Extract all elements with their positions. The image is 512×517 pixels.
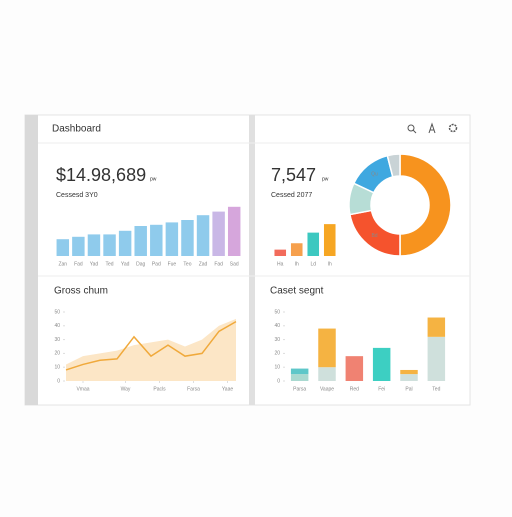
bar-segment (318, 367, 336, 381)
x-tick-label: Yad (121, 261, 130, 267)
y-tick-label: 20 (274, 351, 280, 357)
bar (150, 224, 163, 256)
bar-segment (372, 347, 391, 381)
bar (118, 230, 132, 256)
slice-label: Bd (371, 233, 377, 239)
y-tick-label: 10 (274, 365, 280, 371)
x-tick-label: Zan (58, 261, 67, 267)
x-tick-label: Yaae (222, 386, 234, 392)
bar-segment (290, 374, 309, 381)
bar (290, 243, 303, 256)
growth-title: Gross chum (54, 286, 108, 297)
x-tick-label: Sad (230, 261, 239, 267)
bar-segment (290, 368, 309, 375)
y-tick-label: 10 (54, 365, 60, 371)
y-tick-label: 30 (54, 337, 60, 343)
bar (212, 211, 225, 256)
revenue-subtitle: Cessesd 3Y0 (56, 192, 98, 199)
x-tick-label: Yad (90, 261, 99, 267)
donut-slice (386, 153, 401, 178)
segments-title: Caset segnt (270, 286, 324, 297)
x-tick-label: Fad (74, 261, 83, 267)
settings-icon[interactable] (448, 123, 458, 133)
user-icon[interactable] (428, 122, 436, 134)
divider (249, 115, 255, 405)
x-tick-label: Fad (214, 261, 223, 267)
x-tick-label: Pad (152, 261, 161, 267)
x-tick-label: Farsa (187, 386, 200, 392)
header-title: Dashboard (52, 124, 101, 135)
bar (196, 215, 210, 256)
bar (181, 220, 194, 256)
donut-slice (399, 153, 452, 257)
y-tick-label: 40 (274, 323, 280, 329)
bar-segment (400, 374, 418, 381)
bar (274, 249, 287, 256)
bar (165, 222, 179, 256)
bar (323, 224, 336, 256)
x-tick-label: Fei (378, 386, 385, 392)
bar-segment (427, 336, 446, 381)
x-tick-label: Ld (310, 261, 316, 267)
bar (103, 234, 116, 256)
x-tick-label: Ted (106, 261, 114, 267)
x-tick-label: Vaape (320, 386, 334, 392)
bar (307, 232, 320, 256)
bar-segment (400, 369, 418, 375)
x-tick-label: Vmaa (76, 386, 89, 392)
bar-segment (318, 328, 336, 368)
x-tick-label: Teo (183, 261, 191, 267)
bar-segment (427, 317, 446, 337)
x-tick-label: Dag (136, 261, 145, 267)
x-tick-label: Parsa (293, 386, 306, 392)
x-tick-label: Ih (328, 261, 332, 267)
area (66, 318, 236, 381)
y-tick-label: 50 (54, 309, 60, 315)
revenue-unit: pw (150, 176, 157, 182)
y-tick-label: 40 (54, 323, 60, 329)
x-tick-label: Ted (432, 386, 440, 392)
y-tick-label: 0 (57, 378, 60, 384)
search-icon[interactable] (407, 124, 417, 134)
bar (134, 226, 147, 256)
users-value: 7,547 (271, 165, 316, 185)
users-subtitle: Cessed 2077 (271, 192, 312, 199)
line (65, 321, 237, 371)
slice-label: Qu (371, 172, 378, 178)
users-unit: pw (322, 176, 329, 182)
x-tick-label: Fue (168, 261, 177, 267)
bar (56, 239, 70, 256)
x-tick-label: Zad (199, 261, 208, 267)
sidebar (25, 115, 38, 405)
bar (227, 206, 241, 256)
y-tick-label: 50 (274, 309, 280, 315)
bar (87, 234, 101, 256)
y-tick-label: 20 (54, 351, 60, 357)
revenue-value: $14.98,689 (56, 165, 146, 185)
x-tick-label: Way (121, 386, 131, 392)
x-tick-label: Red (350, 386, 359, 392)
bar-segment (345, 356, 364, 381)
x-tick-label: Ha (277, 261, 284, 267)
x-tick-label: Pacls (153, 386, 166, 392)
y-tick-label: 30 (274, 337, 280, 343)
bar (72, 236, 85, 256)
y-tick-label: 0 (277, 378, 280, 384)
x-tick-label: Ih (295, 261, 299, 267)
x-tick-label: Pal (405, 386, 412, 392)
